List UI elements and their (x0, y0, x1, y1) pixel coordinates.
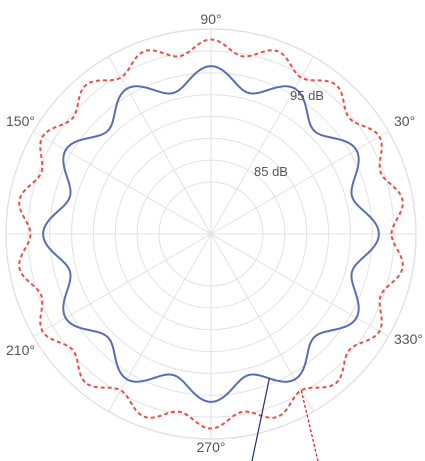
annotation-layer (251, 378, 319, 461)
series-1-line (42, 65, 380, 403)
annotation-line-1 (251, 378, 270, 461)
series-layer (18, 38, 404, 430)
grid-spoke (210, 131, 389, 235)
grid-spoke (33, 131, 212, 235)
angle-label-270: 270° (197, 439, 226, 455)
grid-spoke (210, 56, 314, 235)
grid-spoke (108, 233, 212, 412)
grid-spoke (210, 233, 314, 412)
radial-label-95: 95 dB (290, 88, 324, 103)
angle-label-330: 330° (394, 331, 423, 347)
label-layer: 90° 30° 150° 210° 270° 330° 85 dB 95 dB (6, 11, 423, 455)
radial-label-85: 85 dB (254, 164, 288, 179)
grid-spoke (33, 233, 212, 337)
annotation-line-2 (300, 390, 319, 461)
grid-spoke (210, 233, 389, 337)
polar-grid (5, 28, 417, 440)
grid-spoke (108, 56, 212, 235)
angle-label-210: 210° (6, 342, 35, 358)
angle-label-30: 30° (394, 113, 415, 129)
angle-label-150: 150° (6, 113, 35, 129)
angle-label-90: 90° (200, 11, 221, 27)
